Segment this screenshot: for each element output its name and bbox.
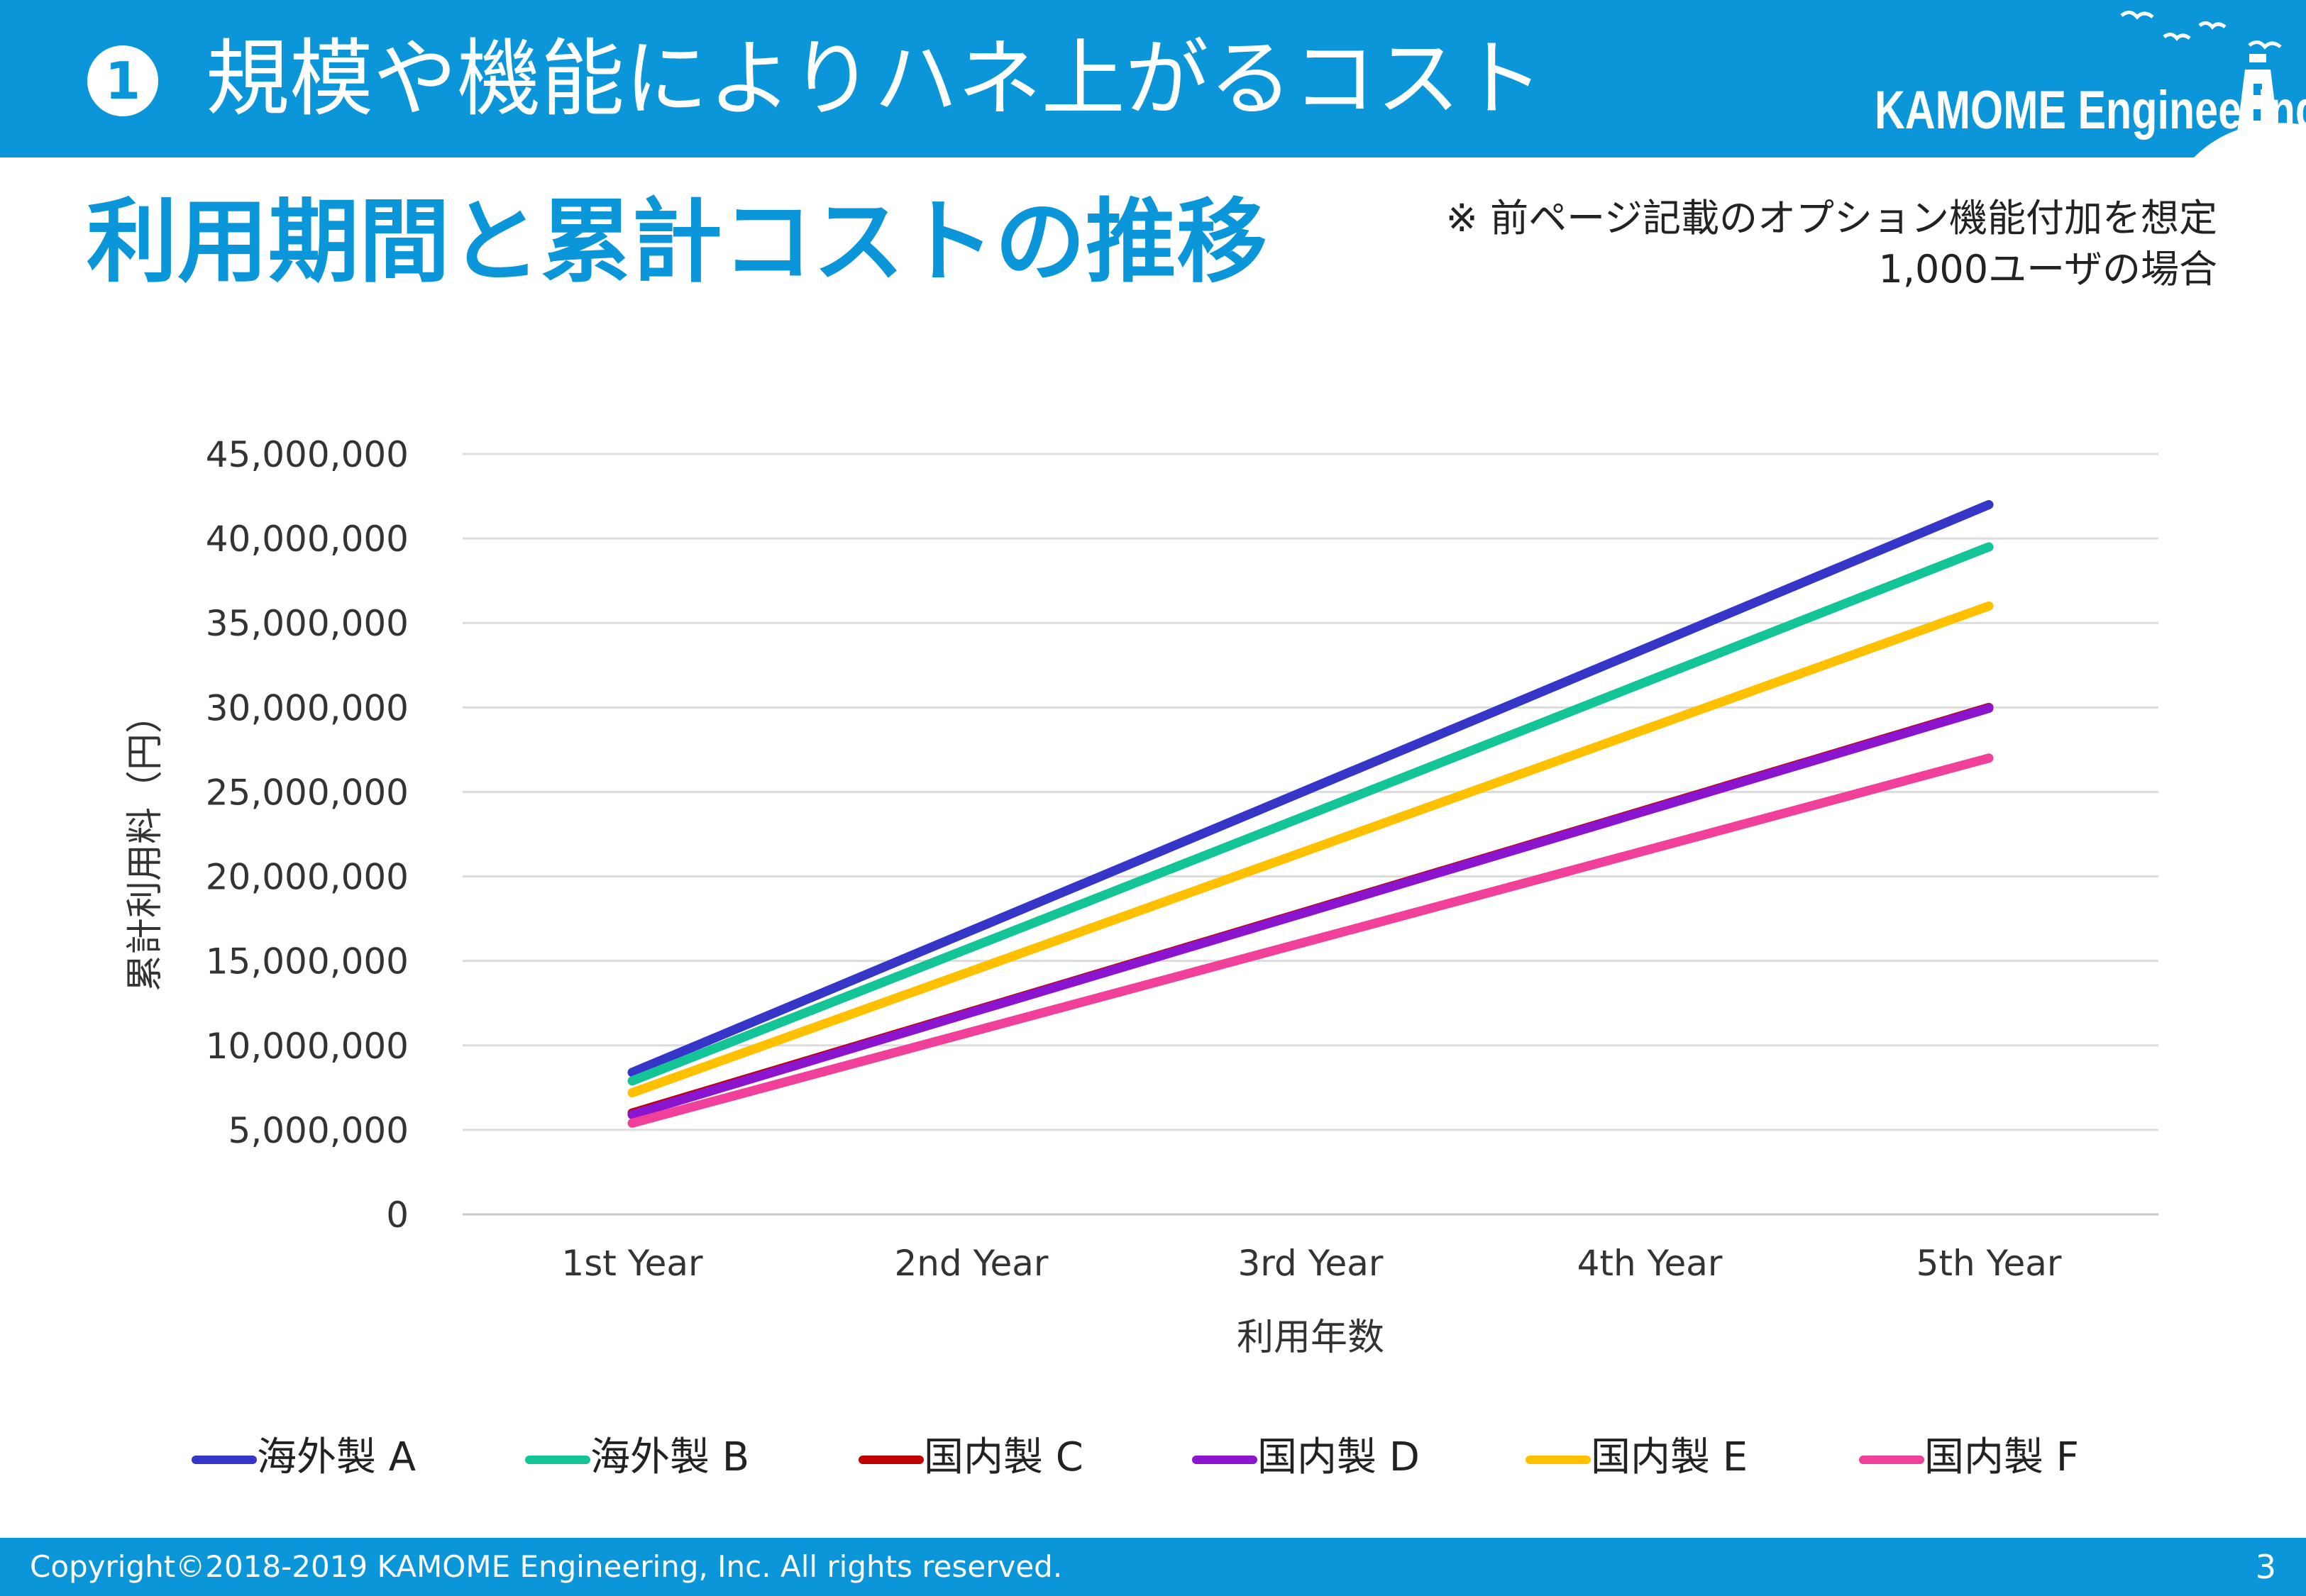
legend-label: 国内製 C: [924, 1434, 1083, 1480]
series-line-2: [627, 542, 1994, 1086]
legend-label: 国内製 D: [1257, 1434, 1420, 1480]
legend-swatch: [1526, 1456, 1591, 1464]
copyright-text: Copyright©2018-2019 KAMOME Engineering, …: [30, 1549, 1063, 1584]
x-tick-label: 4th Year: [1577, 1243, 1723, 1284]
y-tick-label: 25,000,000: [206, 772, 409, 813]
assumption-note: ※ 前ページ記載のオプション機能付加を想定 1,000ユーザの場合: [1446, 193, 2217, 295]
y-tick-label: 35,000,000: [206, 603, 409, 644]
x-axis-title: 利用年数: [1237, 1317, 1384, 1359]
note-line-2: 1,000ユーザの場合: [1878, 247, 2217, 292]
y-tick-label: 20,000,000: [206, 857, 409, 898]
logo-text: KAMOME Engineering: [1875, 80, 2306, 140]
y-tick-label: 5,000,000: [228, 1110, 409, 1151]
company-logo: KAMOME Engineering: [1866, 7, 2306, 157]
series-line-4: [627, 704, 1994, 1119]
section-number-badge: 1: [87, 45, 158, 116]
seagulls-lighthouse-icon: [2120, 11, 2306, 157]
legend-swatch: [525, 1456, 590, 1464]
x-tick-label: 1st Year: [561, 1243, 703, 1284]
legend-swatch: [1859, 1456, 1924, 1464]
y-tick-label: 10,000,000: [206, 1026, 409, 1067]
footer-bar: Copyright©2018-2019 KAMOME Engineering, …: [0, 1538, 2306, 1596]
x-tick-label: 3rd Year: [1238, 1243, 1384, 1284]
y-axis-title: 累計利用料（円）: [124, 697, 167, 992]
legend-label: 海外製 B: [590, 1434, 750, 1480]
legend-label: 国内製 E: [1591, 1434, 1748, 1480]
y-tick-label: 40,000,000: [206, 519, 409, 560]
y-tick-label: 45,000,000: [206, 434, 409, 475]
page-number: 3: [2255, 1548, 2276, 1586]
legend-swatch: [859, 1456, 924, 1464]
y-tick-label: 0: [386, 1195, 409, 1236]
series-line-6: [627, 753, 1994, 1128]
y-tick-label: 15,000,000: [206, 941, 409, 982]
cumulative-cost-line-chart: 0 5,000,000 10,000,000 15,000,000 20,000,000…: [124, 434, 2158, 1359]
chart-heading: 利用期間と累計コストの推移: [87, 189, 1268, 295]
note-line-1: ※ 前ページ記載のオプション機能付加を想定: [1445, 196, 2217, 240]
legend-label: 国内製 F: [1924, 1434, 2080, 1480]
legend-label: 海外製 A: [257, 1434, 416, 1480]
series-line-5: [627, 601, 1994, 1097]
x-tick-label: 2nd Year: [895, 1243, 1049, 1284]
header-bar: 1 規模や機能によりハネ上がるコスト KAMOME Engineering: [0, 0, 2306, 157]
legend-swatch: [192, 1456, 257, 1464]
series-line-1: [627, 499, 1994, 1077]
legend-swatch: [1192, 1456, 1257, 1464]
slide-title: 規模や機能によりハネ上がるコスト: [206, 30, 1544, 128]
y-tick-label: 30,000,000: [206, 687, 409, 728]
x-tick-label: 5th Year: [1916, 1243, 2062, 1284]
